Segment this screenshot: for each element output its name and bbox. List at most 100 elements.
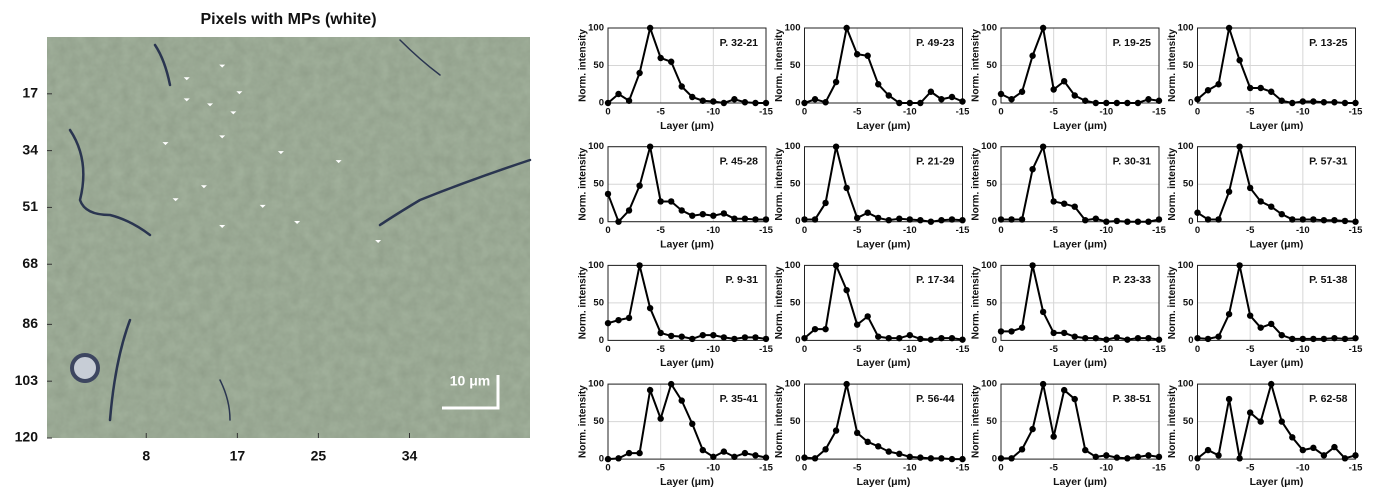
profile-point — [959, 336, 966, 343]
y-tick-label: 50 — [593, 416, 604, 427]
profile-point — [1320, 452, 1328, 459]
y-tick-label: 100 — [1178, 260, 1194, 271]
x-tick-label: 34 — [402, 448, 418, 464]
profile-point — [906, 99, 914, 107]
profile-point — [678, 83, 685, 90]
profile-point — [938, 217, 945, 224]
y-tick-label: 0 — [1188, 98, 1193, 109]
profile-point — [1155, 336, 1163, 343]
profile-point — [668, 332, 675, 340]
profile-point — [811, 216, 819, 223]
mp-pixel — [219, 224, 226, 228]
profile-point — [917, 335, 924, 343]
profile-point — [1225, 188, 1233, 195]
profile-point — [1215, 81, 1222, 88]
profile-point — [1155, 216, 1163, 223]
profile-point — [1124, 455, 1131, 462]
profile-point — [896, 215, 903, 222]
panel-label: P. 13-25 — [1309, 37, 1347, 49]
profile-point — [741, 334, 749, 341]
y-axis-label: Norm. intensity — [774, 147, 785, 220]
x-tick-label: -15 — [759, 344, 773, 355]
profile-point — [689, 212, 696, 219]
profile-point — [1082, 334, 1089, 342]
profile-point — [1225, 24, 1233, 32]
profile-point — [843, 24, 850, 32]
mp-pixel — [207, 103, 214, 107]
panel-label: P. 23-33 — [1113, 274, 1151, 286]
x-tick-label: -10 — [1099, 225, 1113, 236]
profile-point — [1310, 98, 1317, 105]
profile-point — [636, 449, 643, 457]
profile-point — [699, 446, 706, 454]
profile-point — [832, 143, 840, 150]
profile-line — [1001, 143, 1160, 223]
y-tick-label: 50 — [790, 60, 801, 71]
y-tick-label: 100 — [785, 141, 801, 152]
y-tick-label: 17 — [22, 85, 38, 101]
profile-point — [853, 214, 861, 222]
profile-point — [710, 331, 717, 339]
y-tick-label: 50 — [986, 60, 997, 71]
profile-point — [938, 455, 945, 462]
profile-point — [1194, 455, 1201, 462]
profile-point — [875, 81, 882, 88]
profile-point — [1155, 97, 1163, 104]
profile-point — [1204, 335, 1212, 343]
profile-point — [646, 143, 654, 150]
profile-point — [896, 99, 903, 107]
plot-frame — [1000, 264, 1160, 341]
x-tick-label: -5 — [1049, 107, 1058, 118]
profile-point — [822, 325, 829, 333]
y-tick-label: 50 — [790, 179, 801, 190]
profile-point — [752, 216, 759, 223]
x-tick-label: 8 — [142, 448, 150, 464]
profile-point — [843, 286, 850, 294]
x-tick-label: -15 — [1349, 344, 1363, 355]
profile-point — [1039, 308, 1047, 316]
y-tick-label: 0 — [599, 335, 604, 346]
y-tick-label: 50 — [986, 179, 997, 190]
profile-point — [689, 93, 696, 101]
profile-point — [1155, 453, 1163, 461]
mp-pixel — [230, 111, 237, 115]
y-axis-label: Norm. intensity — [774, 266, 785, 339]
profile-point — [917, 217, 924, 224]
profile-point — [959, 98, 966, 105]
profile-point — [864, 313, 871, 320]
x-axis-label: Layer (μm) — [857, 120, 911, 132]
plot-frame — [607, 146, 767, 223]
profile-line — [803, 261, 963, 341]
plot-frame — [1197, 146, 1356, 223]
x-tick-label: -15 — [1152, 225, 1166, 236]
profile-point — [1246, 84, 1254, 92]
y-tick-label: 50 — [986, 297, 997, 308]
profile-point — [896, 334, 903, 342]
y-tick-label: 50 — [1183, 179, 1194, 190]
profile-point — [1071, 203, 1078, 210]
profile-point — [1289, 434, 1296, 441]
plot-frame — [607, 27, 767, 104]
profile-point — [959, 217, 966, 224]
profile-point — [1331, 99, 1338, 106]
y-axis-label: Norm. intensity — [971, 147, 982, 220]
x-tick-label: -15 — [1349, 107, 1363, 118]
profile-point — [822, 446, 829, 453]
x-tick-label: -10 — [1296, 107, 1310, 118]
x-tick-label: -5 — [1246, 225, 1255, 236]
x-tick-label: -15 — [1152, 107, 1166, 118]
profile-point — [1029, 262, 1036, 269]
x-tick-label: -5 — [853, 107, 862, 118]
profile-point — [1082, 446, 1089, 454]
plot-frame — [804, 383, 963, 460]
y-tick-label: 100 — [981, 141, 997, 152]
y-tick-label: 0 — [599, 216, 604, 227]
profile-line — [1000, 24, 1160, 104]
cracks — [68, 39, 532, 422]
profile-point — [843, 184, 850, 192]
x-tick-label: -10 — [706, 463, 720, 474]
profile-point — [1215, 333, 1222, 340]
profile-point — [699, 211, 706, 218]
profile-point — [997, 90, 1005, 98]
profile-point — [1278, 418, 1285, 425]
